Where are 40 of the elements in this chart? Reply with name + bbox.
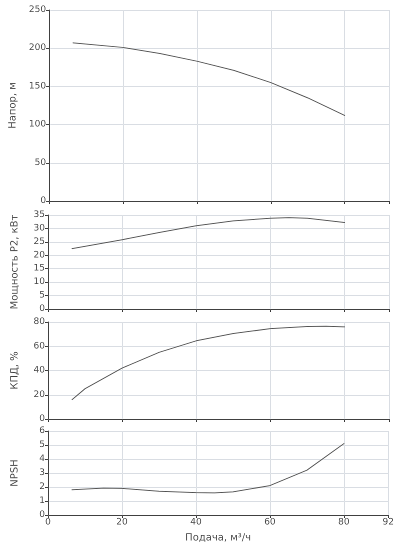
y-tick-label: 5: [39, 440, 45, 450]
y-tick-label: 100: [28, 120, 46, 130]
y-tick-label: 20: [34, 390, 46, 400]
y-tick-label: 0: [39, 414, 46, 424]
y-tick-label: 80: [34, 317, 46, 327]
y-axis-title: Мощность P2, кВт: [10, 214, 20, 310]
y-tick-label: 0: [39, 510, 46, 520]
y-tick-label: 3: [39, 468, 45, 478]
y-tick-label: 5: [39, 290, 45, 301]
y-tick-label: 2: [39, 482, 45, 492]
y-tick-label: 200: [28, 43, 46, 54]
x-tick-label: 40: [190, 518, 202, 528]
y-tick-label: 35: [34, 210, 45, 220]
x-tick-label: 80: [338, 518, 350, 528]
y-tick-label: 30: [34, 223, 46, 234]
y-tick-label: 20: [34, 250, 46, 260]
x-axis-title: Подача, м³/ч: [185, 532, 252, 544]
y-axis-title: NPSH: [10, 459, 20, 487]
y-tick-label: 4: [39, 454, 46, 464]
line-series: [72, 443, 344, 494]
y-tick-label: 1: [39, 496, 45, 506]
y-tick-label: 25: [34, 236, 45, 247]
y-tick-label: 50: [34, 158, 46, 168]
y-tick-label: 150: [28, 81, 46, 92]
y-tick-label: 15: [34, 264, 45, 274]
y-axis-title: Напор, м: [8, 82, 18, 129]
line-series: [72, 217, 346, 250]
y-tick-label: 60: [34, 341, 46, 352]
y-tick-label: 250: [28, 5, 46, 15]
y-tick-label: 0: [39, 304, 46, 314]
line-series: [72, 326, 346, 400]
x-tick-label: 60: [264, 518, 276, 528]
y-tick-label: 6: [39, 426, 46, 436]
x-tick-label: 20: [116, 518, 128, 528]
line-series: [72, 42, 346, 116]
x-tick-label: 92: [382, 518, 394, 528]
y-tick-label: 40: [34, 366, 46, 376]
y-tick-label: 10: [34, 277, 46, 288]
y-axis-title: КПД, %: [10, 351, 20, 390]
y-tick-label: 0: [40, 196, 46, 206]
